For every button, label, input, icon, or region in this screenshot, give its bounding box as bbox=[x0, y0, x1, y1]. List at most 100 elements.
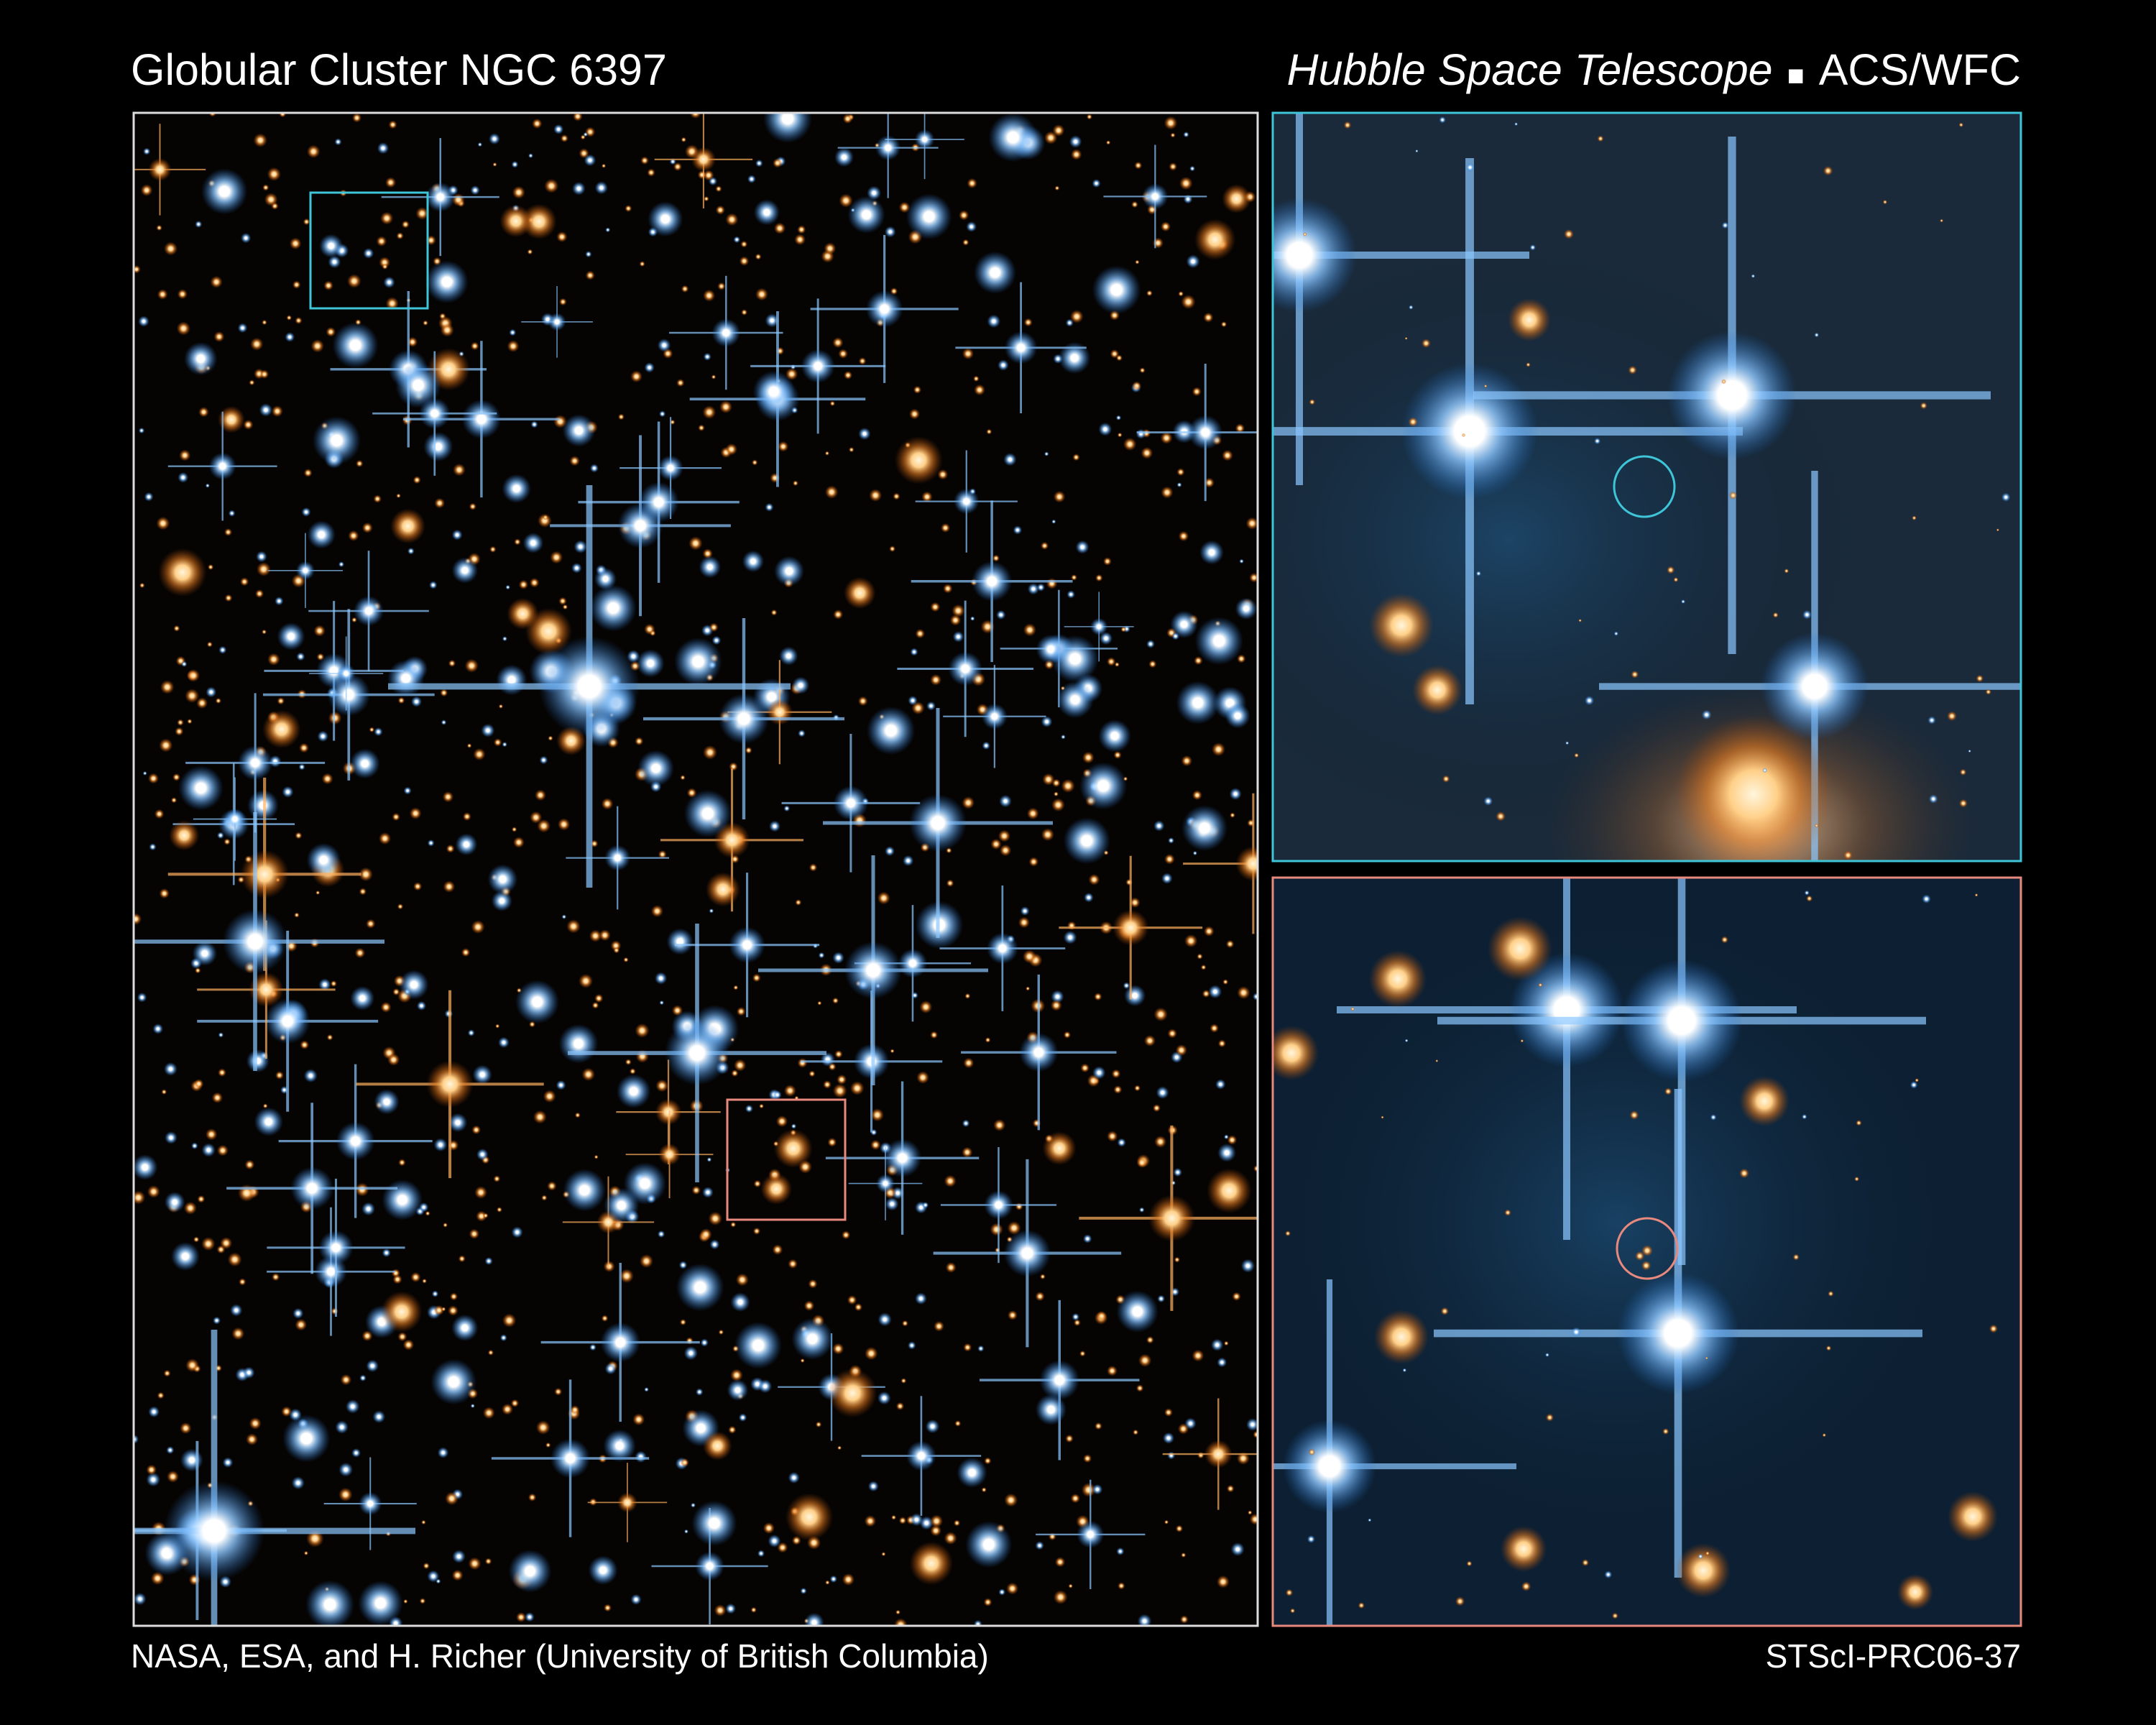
star bbox=[619, 1269, 634, 1284]
star bbox=[715, 205, 725, 215]
star bbox=[425, 1210, 430, 1216]
star bbox=[1909, 1081, 1918, 1089]
star bbox=[163, 242, 178, 256]
star bbox=[1521, 1581, 1531, 1591]
star bbox=[594, 993, 604, 1003]
star bbox=[1631, 670, 1639, 678]
star bbox=[1019, 1033, 1059, 1072]
star bbox=[1079, 762, 1128, 810]
star bbox=[448, 659, 456, 667]
star bbox=[974, 384, 985, 396]
star bbox=[1439, 116, 1446, 124]
star bbox=[289, 237, 302, 250]
star bbox=[264, 193, 278, 206]
star bbox=[554, 1387, 563, 1396]
star bbox=[550, 1438, 590, 1478]
star bbox=[303, 1550, 308, 1556]
star bbox=[1152, 1104, 1161, 1113]
star bbox=[547, 1181, 557, 1191]
star bbox=[328, 255, 341, 269]
star bbox=[1095, 1422, 1102, 1430]
star bbox=[877, 1312, 892, 1327]
star bbox=[294, 912, 300, 918]
star bbox=[502, 742, 507, 748]
star bbox=[1772, 612, 1779, 618]
star bbox=[451, 557, 478, 584]
star bbox=[1508, 298, 1551, 341]
star bbox=[1053, 791, 1059, 797]
star bbox=[387, 660, 425, 697]
star bbox=[262, 1103, 268, 1109]
star bbox=[1063, 817, 1110, 865]
star bbox=[1721, 221, 1729, 229]
star bbox=[1051, 798, 1065, 812]
star bbox=[1217, 1357, 1227, 1368]
star bbox=[548, 313, 566, 331]
star bbox=[206, 641, 213, 648]
star bbox=[395, 362, 441, 408]
star bbox=[165, 1131, 178, 1144]
star bbox=[173, 625, 180, 632]
star bbox=[1134, 1085, 1141, 1092]
star bbox=[1232, 1292, 1241, 1301]
star bbox=[163, 1062, 178, 1076]
star bbox=[752, 1227, 761, 1235]
star bbox=[543, 514, 548, 520]
star bbox=[305, 1580, 354, 1626]
star bbox=[1792, 1254, 1800, 1261]
star bbox=[772, 1244, 783, 1256]
star bbox=[804, 1612, 824, 1626]
star bbox=[1210, 1024, 1219, 1033]
star bbox=[237, 745, 273, 781]
star bbox=[185, 1358, 199, 1372]
star bbox=[1061, 734, 1066, 740]
star bbox=[605, 227, 611, 233]
star bbox=[697, 170, 707, 180]
star bbox=[533, 1110, 547, 1124]
star bbox=[703, 170, 714, 181]
star bbox=[1184, 934, 1198, 948]
star bbox=[295, 1318, 308, 1331]
star bbox=[1105, 140, 1111, 145]
star bbox=[1856, 1120, 1862, 1126]
star bbox=[1123, 437, 1137, 451]
star bbox=[1236, 1452, 1250, 1465]
star bbox=[775, 1115, 788, 1128]
star bbox=[398, 1159, 406, 1167]
star bbox=[222, 1457, 234, 1468]
star bbox=[666, 928, 694, 955]
star bbox=[962, 796, 975, 809]
star bbox=[745, 747, 752, 754]
star bbox=[259, 369, 270, 379]
star bbox=[423, 431, 453, 461]
star bbox=[218, 1068, 226, 1077]
star bbox=[366, 1359, 379, 1373]
star bbox=[987, 314, 1001, 328]
star bbox=[1814, 823, 1819, 828]
star bbox=[1928, 794, 1938, 804]
star bbox=[277, 622, 305, 650]
star bbox=[1133, 1429, 1139, 1435]
star bbox=[763, 1522, 775, 1535]
star bbox=[1404, 336, 1408, 340]
star bbox=[1113, 1085, 1123, 1094]
star bbox=[1409, 305, 1414, 310]
star bbox=[1959, 768, 1967, 776]
star bbox=[493, 738, 502, 747]
star bbox=[733, 236, 741, 244]
star bbox=[388, 120, 397, 129]
star bbox=[1023, 623, 1036, 637]
star bbox=[382, 263, 388, 270]
star bbox=[1143, 1034, 1156, 1047]
star bbox=[1183, 132, 1189, 138]
star bbox=[562, 414, 596, 447]
star bbox=[1197, 1451, 1204, 1459]
star bbox=[159, 738, 173, 753]
star bbox=[625, 1059, 632, 1066]
star bbox=[169, 820, 200, 851]
star bbox=[382, 1179, 423, 1220]
star bbox=[208, 452, 236, 480]
star bbox=[704, 196, 709, 202]
star bbox=[832, 952, 844, 964]
